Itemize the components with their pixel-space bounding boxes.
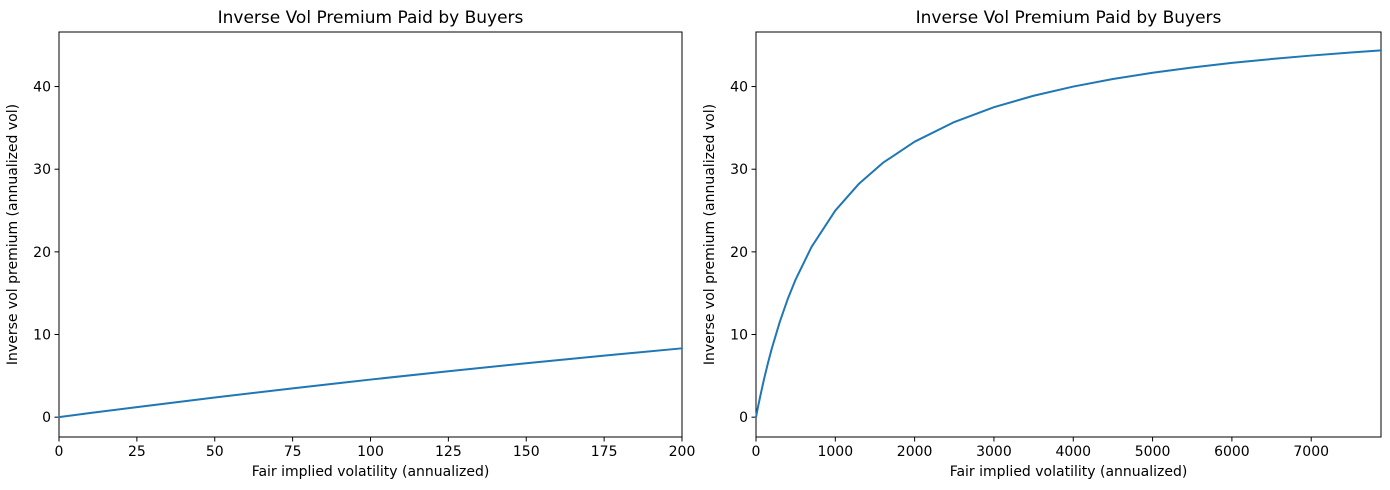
chart-left: 0 25 50 75 100 125 150 175 200 0 10 20 30 40 Inverse V… [5, 8, 695, 480]
x-tick-label: 25 [128, 444, 146, 460]
y-axis-label: Inverse vol premium (annualized vol) [5, 104, 21, 365]
x-tick-label: 175 [591, 444, 618, 460]
y-tick-label: 10 [730, 328, 748, 344]
x-tick-label: 75 [284, 444, 302, 460]
x-axis-label: Fair implied volatility (annualized) [950, 464, 1188, 480]
x-tick-label: 2000 [897, 444, 933, 460]
x-tick-label: 1000 [817, 444, 853, 460]
x-tick-label: 125 [435, 444, 462, 460]
y-tick-label: 40 [33, 80, 51, 96]
y-tick-label: 20 [33, 245, 51, 261]
y-tick-label: 30 [33, 162, 51, 178]
x-tick-label: 0 [752, 444, 761, 460]
x-tick-label: 7000 [1293, 444, 1329, 460]
y-tick-label: 20 [730, 245, 748, 261]
x-tick-label: 0 [55, 444, 64, 460]
x-tick-label: 100 [357, 444, 384, 460]
x-tick-label: 50 [206, 444, 224, 460]
y-axis-label: Inverse vol premium (annualized vol) [702, 104, 718, 365]
series-line-inverse-vol-premium [755, 49, 1382, 419]
x-tick-label: 200 [669, 444, 695, 460]
y-tick-label: 10 [33, 328, 51, 344]
x-tick-label: 5000 [1135, 444, 1171, 460]
y-tick-label: 0 [42, 410, 51, 426]
x-tick-label: 6000 [1214, 444, 1250, 460]
chart-title: Inverse Vol Premium Paid by Buyers [218, 8, 524, 28]
series-line-inverse-vol-premium [58, 347, 683, 419]
x-tick-label: 150 [513, 444, 540, 460]
x-axis-label: Fair implied volatility (annualized) [252, 464, 490, 480]
x-tick-label: 3000 [976, 444, 1012, 460]
x-tick-label: 4000 [1055, 444, 1091, 460]
chart-right: 0 1000 2000 3000 4000 5000 6000 7000 0 10 20 30 40 In… [702, 8, 1382, 480]
y-tick-label: 40 [730, 80, 748, 96]
y-tick-label: 30 [730, 162, 748, 178]
y-tick-label: 0 [739, 410, 748, 426]
chart-title: Inverse Vol Premium Paid by Buyers [916, 8, 1222, 28]
plot-frame [58, 31, 683, 438]
plot-frame [755, 31, 1382, 438]
